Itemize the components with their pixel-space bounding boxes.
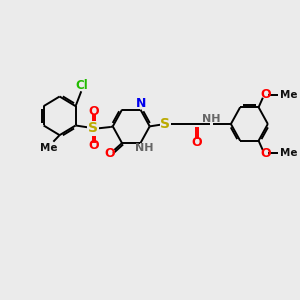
Text: O: O (89, 139, 99, 152)
Text: O: O (260, 88, 271, 101)
Text: S: S (88, 122, 98, 136)
Text: NH: NH (135, 143, 153, 154)
Text: O: O (191, 136, 202, 149)
Text: O: O (104, 147, 115, 160)
Text: Me: Me (40, 142, 58, 153)
Text: Me: Me (280, 90, 298, 100)
Text: S: S (160, 117, 170, 131)
Text: Cl: Cl (75, 80, 88, 92)
Text: N: N (136, 97, 146, 110)
Text: NH: NH (202, 114, 220, 124)
Text: O: O (260, 147, 271, 160)
Text: Me: Me (280, 148, 298, 158)
Text: O: O (89, 105, 99, 118)
